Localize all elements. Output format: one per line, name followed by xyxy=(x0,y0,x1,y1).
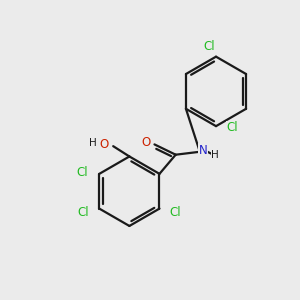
Text: Cl: Cl xyxy=(170,206,182,219)
Text: O: O xyxy=(142,136,151,149)
Text: Cl: Cl xyxy=(76,166,88,179)
Text: Cl: Cl xyxy=(226,121,238,134)
Text: O: O xyxy=(99,138,108,151)
Text: H: H xyxy=(211,150,219,160)
Text: Cl: Cl xyxy=(204,40,215,53)
Text: H: H xyxy=(89,138,97,148)
Text: N: N xyxy=(199,144,208,157)
Text: Cl: Cl xyxy=(77,206,89,219)
